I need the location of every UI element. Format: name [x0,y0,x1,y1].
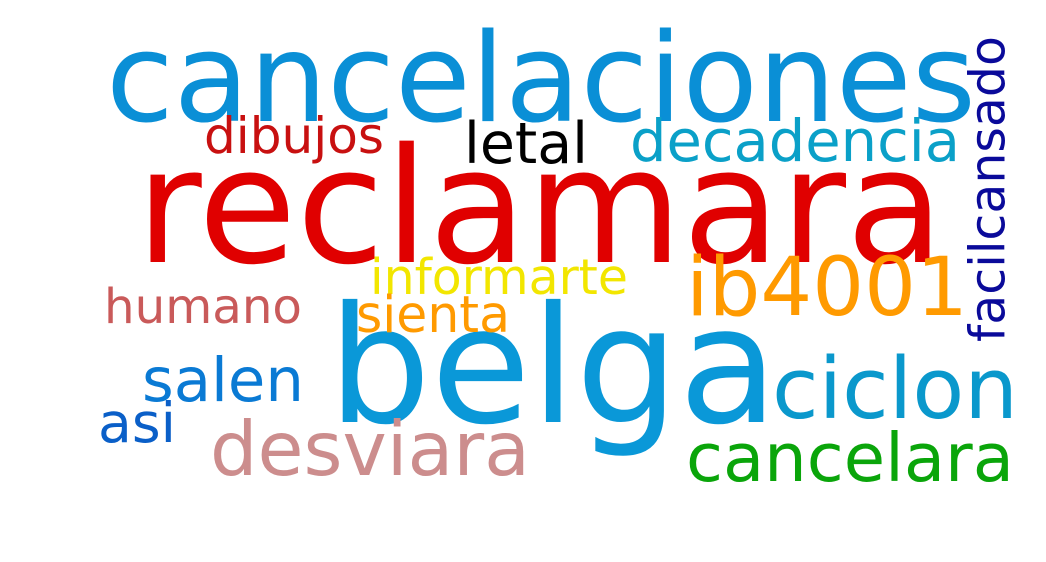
word-ib4001: ib4001 [686,240,968,336]
word-facilcansado: facilcansado [959,36,1017,342]
word-sienta: sienta [356,285,510,345]
word-humano: humano [104,279,302,336]
word-dibujos: dibujos [204,106,384,166]
word-decadencia: decadencia [630,108,960,176]
word-salen: salen [142,344,304,416]
word-informarte: informarte [370,249,628,307]
word-belga: belga [328,272,778,461]
word-asi: asi [98,391,176,456]
word-ciclon: ciclon [772,339,1018,439]
word-cancelara: cancelara [686,419,1014,497]
word-reclamara: reclamara [136,114,944,301]
word-cancelaciones: cancelaciones [106,8,976,152]
word-desviara: desviara [210,405,530,493]
word-letal: letal [464,110,588,177]
